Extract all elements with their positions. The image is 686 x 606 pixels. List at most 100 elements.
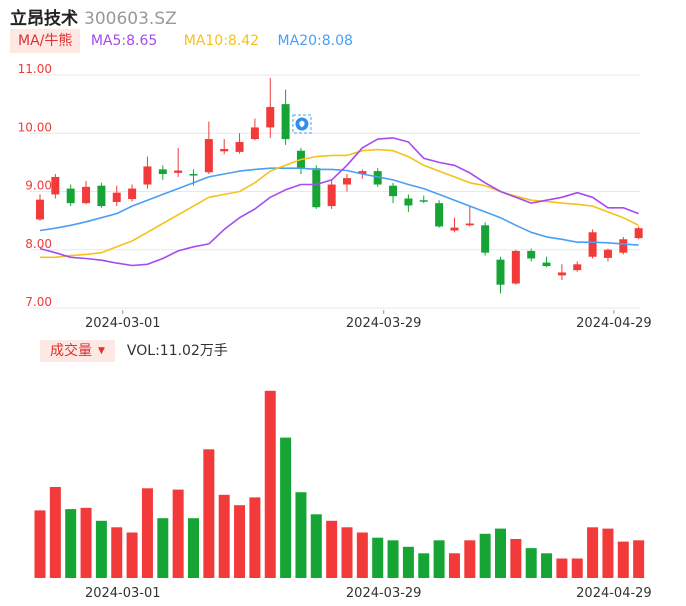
- y-tick-label: 9.00: [25, 179, 52, 193]
- volume-bar: [356, 532, 368, 578]
- candle-body: [634, 228, 643, 239]
- candle-body: [128, 188, 137, 200]
- volume-bar: [80, 507, 92, 578]
- volume-legend: 成交量 ▼ VOL:11.02万手: [40, 340, 228, 362]
- ma10-legend: MA10:8.42: [183, 33, 260, 49]
- volume-bar: [372, 537, 384, 578]
- caret-down-icon: ▼: [98, 346, 105, 356]
- candle-body: [281, 104, 290, 140]
- volume-bar: [602, 528, 614, 578]
- ma5-line: [39, 137, 639, 267]
- volume-bar: [556, 558, 568, 578]
- candle-body: [527, 250, 536, 259]
- x-tick-label: 2024-03-01: [85, 316, 161, 331]
- volume-bar: [295, 492, 307, 578]
- candle-body: [358, 171, 367, 175]
- volume-bar: [464, 540, 476, 578]
- candle-body: [327, 184, 336, 207]
- volume-bar: [264, 390, 276, 578]
- volume-bar: [495, 528, 506, 578]
- volume-bar: [49, 487, 61, 578]
- volume-bar: [218, 494, 230, 578]
- candle-body: [174, 170, 183, 173]
- stock-header: 立昂技术 300603.SZ: [10, 4, 177, 29]
- candle-body: [465, 223, 474, 226]
- volume-bar: [172, 489, 184, 578]
- candle-body: [435, 203, 444, 227]
- candle-body: [250, 127, 259, 140]
- candle-body: [266, 107, 275, 128]
- volume-bar: [280, 437, 292, 578]
- volume-bar: [326, 520, 338, 578]
- x-tick-label: 2024-04-29: [576, 316, 652, 331]
- volume-bar: [34, 510, 46, 578]
- volume-bar: [65, 509, 77, 578]
- candle-body: [481, 225, 490, 253]
- candle-body: [51, 176, 60, 195]
- volume-x-tick-label: 2024-03-29: [346, 586, 422, 601]
- candle-body: [220, 148, 229, 152]
- candle-body: [235, 141, 244, 152]
- candle-body: [97, 185, 106, 207]
- candle-body: [619, 239, 628, 253]
- candle-body: [450, 227, 459, 231]
- ma20-line: [39, 167, 639, 246]
- candle-body: [112, 192, 121, 202]
- shield-glyph: [299, 120, 305, 128]
- ma-toggle-button[interactable]: MA/牛熊: [10, 29, 81, 53]
- candle-body: [404, 198, 413, 206]
- volume-bar: [310, 514, 322, 578]
- candle-body: [496, 259, 505, 285]
- candle-body: [511, 250, 520, 284]
- candle-body: [204, 139, 213, 173]
- volume-bar: [95, 520, 107, 578]
- volume-toggle-button[interactable]: 成交量 ▼: [40, 340, 115, 362]
- volume-bar: [633, 540, 645, 578]
- volume-bar: [341, 527, 353, 578]
- volume-bar: [479, 533, 491, 578]
- volume-bar: [234, 505, 246, 578]
- volume-bar: [525, 548, 537, 578]
- candle-body: [82, 186, 91, 204]
- ma-legend: MA/牛熊 MA5:8.65 MA10:8.42 MA20:8.08: [10, 29, 353, 55]
- candle-body: [312, 168, 321, 208]
- candle-body: [419, 200, 428, 202]
- candle-body: [373, 171, 382, 185]
- volume-toggle-label: 成交量: [50, 343, 92, 359]
- ma5-legend: MA5:8.65: [90, 33, 158, 49]
- volume-bar: [541, 553, 553, 578]
- volume-bar: [141, 488, 153, 578]
- ma20-legend: MA20:8.08: [277, 33, 353, 49]
- volume-bar: [249, 497, 261, 578]
- candle-body: [189, 174, 198, 176]
- volume-bar: [571, 558, 583, 578]
- candle-body: [557, 272, 566, 276]
- candle-body: [36, 199, 44, 220]
- volume-bar: [157, 518, 169, 578]
- y-tick-label: 10.00: [18, 120, 52, 134]
- volume-x-tick-label: 2024-04-29: [576, 586, 652, 601]
- volume-x-tick-label: 2024-03-01: [85, 586, 161, 601]
- volume-bar: [188, 518, 199, 578]
- volume-bar: [387, 540, 399, 578]
- candle-body: [66, 188, 75, 204]
- volume-bar: [587, 527, 599, 578]
- stock-code: 300603.SZ: [84, 9, 177, 29]
- volume-bar: [402, 546, 414, 578]
- volume-bar: [433, 540, 445, 578]
- y-tick-label: 11.00: [18, 62, 52, 76]
- candle-body: [389, 185, 398, 197]
- volume-bar: [418, 553, 430, 578]
- x-tick-label: 2024-03-29: [346, 316, 422, 331]
- candle-body: [603, 249, 612, 258]
- candle-body: [542, 262, 551, 267]
- ma10-line: [40, 148, 640, 259]
- volume-bar: [111, 527, 123, 578]
- badge-frame: [292, 114, 312, 134]
- volume-bar: [448, 553, 460, 578]
- volume-bar: [510, 539, 522, 578]
- volume-bar: [126, 532, 138, 578]
- volume-bar: [617, 541, 629, 578]
- volume-value: VOL:11.02万手: [126, 343, 228, 359]
